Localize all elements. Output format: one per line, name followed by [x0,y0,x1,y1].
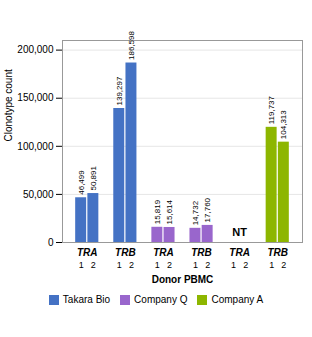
svg-text:1: 1 [79,260,84,270]
svg-text:1: 1 [269,260,274,270]
svg-text:46,499: 46,499 [77,170,86,195]
svg-text:50,891: 50,891 [89,166,98,191]
svg-text:TRA: TRA [229,247,250,258]
svg-text:50,000: 50,000 [23,189,54,200]
svg-text:2: 2 [205,260,210,270]
svg-text:139,297: 139,297 [115,76,124,105]
html-text:Company A: Company A [211,294,264,305]
svg-text:Clonotype count: Clonotype count [3,69,14,141]
svg-text:200,000: 200,000 [17,44,54,55]
svg-text:TRB: TRB [267,247,288,258]
svg-text:TRA: TRA [153,247,174,258]
svg-text:Donor PBMC: Donor PBMC [152,274,214,285]
svg-text:15,819: 15,819 [153,199,162,224]
svg-text:119,737: 119,737 [267,95,276,124]
svg-text:150,000: 150,000 [17,92,54,103]
svg-text:17,760: 17,760 [203,197,212,222]
html-text:Takara Bio: Takara Bio [62,294,111,305]
svg-text:0: 0 [48,237,54,248]
svg-text:186,598: 186,598 [127,31,136,60]
svg-text:15,614: 15,614 [165,199,174,224]
svg-text:1: 1 [117,260,122,270]
svg-text:100,000: 100,000 [17,141,54,152]
svg-text:2: 2 [91,260,96,270]
svg-text:2: 2 [129,260,134,270]
svg-text:104,313: 104,313 [279,110,288,139]
svg-text:2: 2 [167,260,172,270]
svg-text:2: 2 [281,260,286,270]
svg-text:2: 2 [243,260,248,270]
svg-text:TRB: TRB [115,247,136,258]
svg-text:NT: NT [232,226,247,238]
html-text:Company Q: Company Q [134,294,188,305]
svg-text:1: 1 [231,260,236,270]
svg-text:TRB: TRB [191,247,212,258]
svg-text:1: 1 [193,260,198,270]
svg-text:TRA: TRA [77,247,98,258]
svg-text:14,732: 14,732 [191,200,200,225]
svg-text:1: 1 [155,260,160,270]
